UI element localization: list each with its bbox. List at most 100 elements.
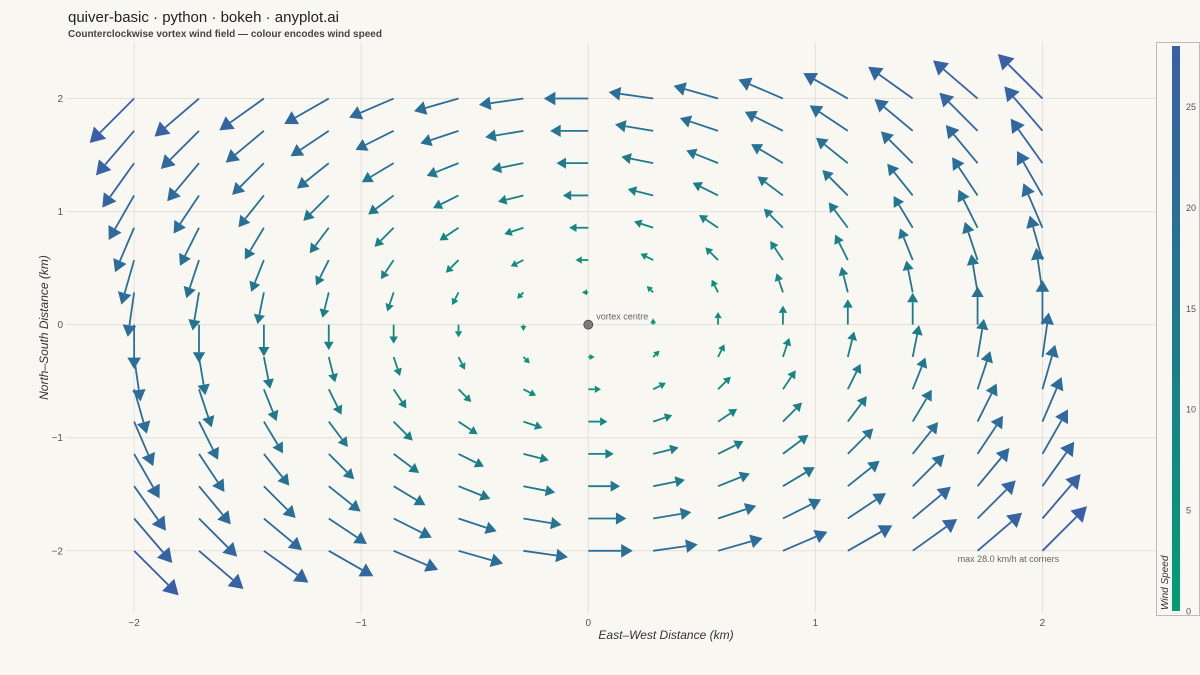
quiver-arrow	[782, 467, 815, 487]
arrow-shaft	[263, 388, 274, 413]
arrow-head	[880, 131, 895, 145]
arrow-head	[539, 453, 549, 464]
arrow-shaft	[450, 259, 460, 269]
arrow-shaft	[828, 176, 849, 197]
quiver-arrow	[838, 266, 849, 293]
arrow-head	[132, 388, 146, 402]
arrow-head	[733, 440, 744, 450]
arrow-head	[113, 258, 127, 273]
arrow-shaft	[653, 545, 687, 552]
arrow-shaft	[128, 292, 136, 326]
arrow-shaft	[976, 361, 988, 390]
arrow-shaft	[635, 190, 654, 197]
quiver-arrow	[361, 162, 395, 183]
quiver-arrow	[778, 305, 788, 325]
arrow-shaft	[457, 356, 463, 365]
arrow-shaft	[976, 521, 1013, 552]
x-tick-label: 1	[813, 618, 819, 629]
arrow-head	[861, 428, 874, 440]
arrow-head	[698, 215, 709, 224]
arrow-shaft	[323, 292, 330, 310]
arrow-head	[874, 99, 889, 113]
quiver-arrow	[782, 434, 809, 455]
quiver-arrow	[89, 97, 135, 144]
arrow-head	[1045, 344, 1059, 359]
quiver-arrow	[898, 228, 914, 261]
quiver-arrow	[847, 363, 862, 390]
quiver-arrow	[933, 60, 979, 100]
arrow-shaft	[650, 289, 654, 294]
quiver-arrow	[976, 383, 998, 422]
arrow-head	[822, 170, 834, 182]
arrow-shaft	[263, 453, 284, 478]
quiver-arrow	[355, 130, 395, 151]
arrow-shaft	[1012, 96, 1044, 132]
quiver-arrow	[588, 512, 627, 525]
quiver-arrow	[328, 517, 367, 544]
quiver-arrow	[569, 223, 589, 233]
max-speed-annotation: max 28.0 km/h at corners	[958, 554, 1060, 564]
quiver-arrow	[319, 292, 330, 318]
arrow-head	[534, 421, 543, 430]
quiver-arrow	[113, 227, 135, 273]
arrow-head	[782, 337, 792, 347]
quiver-arrow	[183, 259, 200, 299]
arrow-head	[478, 96, 492, 111]
quiver-arrow	[198, 485, 231, 525]
arrow-head	[575, 256, 582, 264]
arrow-head	[141, 451, 155, 467]
arrow-head	[1016, 150, 1030, 166]
arrow-shaft	[962, 199, 979, 229]
arrow-head	[834, 234, 844, 245]
quiver-arrow	[770, 240, 784, 261]
quiver-arrow	[902, 260, 914, 293]
quiver-arrow	[327, 356, 338, 383]
quiver-arrow	[976, 415, 1004, 455]
arrow-head	[674, 476, 685, 488]
arrow-shaft	[713, 284, 719, 293]
arrow-head	[102, 192, 117, 208]
arrow-head	[957, 189, 970, 203]
arrow-head	[167, 187, 181, 202]
arrow-shaft	[782, 407, 797, 423]
arrow-head	[621, 153, 632, 165]
arrow-shaft	[440, 194, 459, 206]
quiver-arrows	[89, 54, 1087, 596]
arrow-shaft	[1041, 484, 1073, 520]
quiver-arrow	[385, 292, 395, 312]
arrow-head	[939, 92, 955, 108]
arrow-shaft	[824, 143, 849, 164]
quiver-arrow	[962, 221, 979, 261]
quiver-arrow	[911, 357, 928, 390]
arrow-shaft	[652, 416, 666, 423]
quiver-arrow	[1026, 215, 1044, 261]
arrow-shaft	[819, 111, 849, 132]
quiver-arrow	[504, 226, 524, 236]
arrow-head	[686, 148, 698, 160]
quiver-arrow	[303, 194, 330, 221]
colorbar-tick-label: 10	[1186, 405, 1196, 415]
arrow-shaft	[782, 535, 817, 552]
arrow-head	[615, 512, 627, 525]
arrow-shaft	[490, 97, 524, 105]
arrow-shaft	[164, 97, 200, 129]
quiver-arrow	[389, 324, 398, 344]
arrow-shaft	[263, 550, 299, 576]
arrow-head	[1070, 506, 1087, 523]
arrow-head	[907, 292, 919, 303]
quiver-arrow	[249, 259, 265, 292]
quiver-arrow	[997, 54, 1044, 100]
quiver-arrow	[653, 539, 698, 553]
arrow-head	[1060, 441, 1075, 458]
arrow-head	[162, 578, 179, 596]
quiver-arrow	[232, 162, 265, 195]
quiver-arrow	[763, 208, 784, 229]
y-tick-label: −1	[52, 433, 64, 444]
colorbar-tick-label: 20	[1186, 203, 1196, 213]
arrow-shaft	[263, 421, 279, 445]
quiver-arrow	[263, 485, 296, 518]
arrow-shaft	[813, 78, 849, 100]
arrow-shaft	[328, 453, 348, 473]
arrow-shaft	[114, 195, 135, 230]
arrow-head	[127, 357, 141, 370]
